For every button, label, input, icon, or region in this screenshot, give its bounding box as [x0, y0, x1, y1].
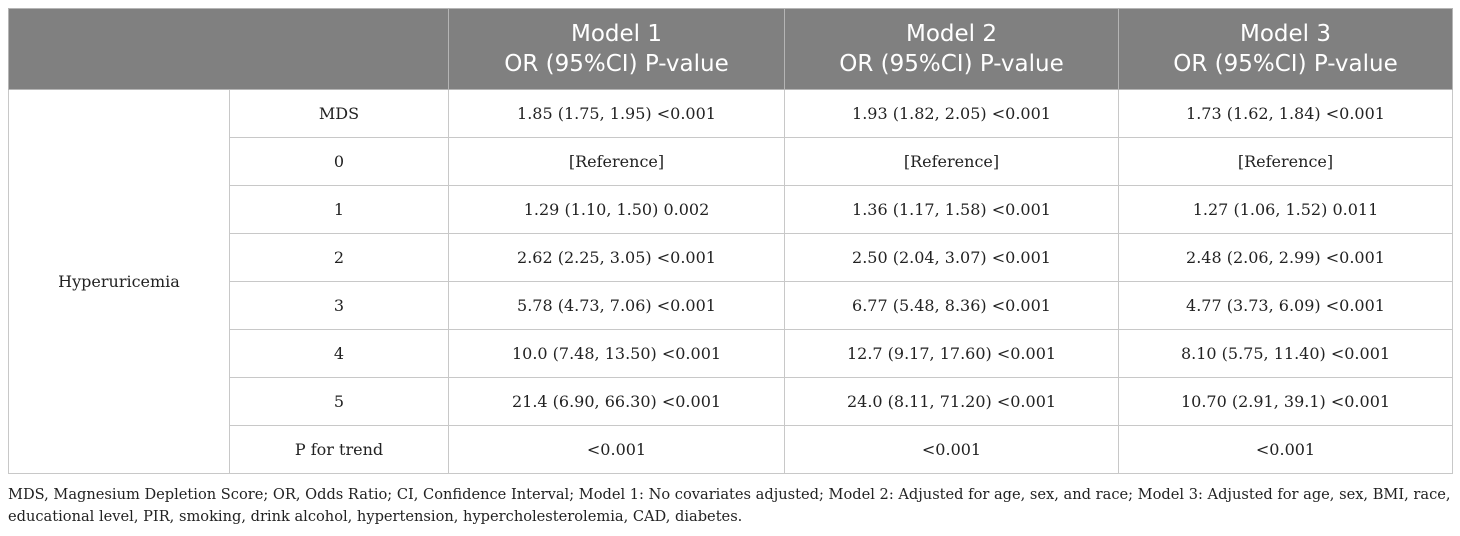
cell-model-2: 6.77 (5.48, 8.36) <0.001: [784, 281, 1119, 330]
cell-model-3: 2.48 (2.06, 2.99) <0.001: [1118, 233, 1453, 282]
cell-model-2: 1.93 (1.82, 2.05) <0.001: [784, 89, 1119, 138]
cell-model-3: [Reference]: [1118, 137, 1453, 186]
cell-model-1: 21.4 (6.90, 66.30) <0.001: [448, 377, 785, 426]
table-header: Model 1 OR (95%CI) P-value Model 2 OR (9…: [8, 8, 1453, 90]
cell-model-2: 24.0 (8.11, 71.20) <0.001: [784, 377, 1119, 426]
table-row: P for trend <0.001 <0.001 <0.001: [9, 425, 1453, 474]
cell-model-3: 8.10 (5.75, 11.40) <0.001: [1118, 329, 1453, 378]
cell-model-1: 1.29 (1.10, 1.50) 0.002: [448, 185, 785, 234]
table-row: 5 21.4 (6.90, 66.30) <0.001 24.0 (8.11, …: [9, 377, 1453, 426]
row-label: 3: [229, 281, 449, 330]
row-label: 4: [229, 329, 449, 378]
header-model-3-title: Model 3: [1239, 21, 1331, 47]
group-label-hyperuricemia: Hyperuricemia: [8, 89, 230, 474]
table-row: 2 2.62 (2.25, 3.05) <0.001 2.50 (2.04, 3…: [9, 233, 1453, 282]
cell-model-1: 2.62 (2.25, 3.05) <0.001: [448, 233, 785, 282]
header-model-1: Model 1 OR (95%CI) P-value: [448, 8, 785, 90]
row-label: 0: [229, 137, 449, 186]
header-model-3: Model 3 OR (95%CI) P-value: [1118, 8, 1453, 90]
results-table: Model 1 OR (95%CI) P-value Model 2 OR (9…: [8, 8, 1453, 474]
header-model-1-title: Model 1: [570, 21, 662, 47]
cell-model-3: 1.73 (1.62, 1.84) <0.001: [1118, 89, 1453, 138]
cell-model-3: 1.27 (1.06, 1.52) 0.011: [1118, 185, 1453, 234]
cell-model-3: 10.70 (2.91, 39.1) <0.001: [1118, 377, 1453, 426]
cell-model-2: <0.001: [784, 425, 1119, 474]
cell-model-3: <0.001: [1118, 425, 1453, 474]
table-row: 3 5.78 (4.73, 7.06) <0.001 6.77 (5.48, 8…: [9, 281, 1453, 330]
header-model-2-subtitle: OR (95%CI) P-value: [839, 51, 1064, 77]
row-label: 5: [229, 377, 449, 426]
cell-model-1: <0.001: [448, 425, 785, 474]
row-label: 2: [229, 233, 449, 282]
cell-model-2: 12.7 (9.17, 17.60) <0.001: [784, 329, 1119, 378]
cell-model-2: 2.50 (2.04, 3.07) <0.001: [784, 233, 1119, 282]
header-model-2: Model 2 OR (95%CI) P-value: [784, 8, 1119, 90]
cell-model-2: 1.36 (1.17, 1.58) <0.001: [784, 185, 1119, 234]
header-model-3-subtitle: OR (95%CI) P-value: [1173, 51, 1398, 77]
header-row: Model 1 OR (95%CI) P-value Model 2 OR (9…: [8, 8, 1453, 90]
cell-model-1: 1.85 (1.75, 1.95) <0.001: [448, 89, 785, 138]
table-row: Hyperuricemia MDS 1.85 (1.75, 1.95) <0.0…: [8, 89, 1453, 474]
table-footnote: MDS, Magnesium Depletion Score; OR, Odds…: [8, 486, 1451, 525]
cell-model-1: 5.78 (4.73, 7.06) <0.001: [448, 281, 785, 330]
row-label: MDS: [229, 89, 449, 138]
row-label: 1: [229, 185, 449, 234]
table-row: 4 10.0 (7.48, 13.50) <0.001 12.7 (9.17, …: [9, 329, 1453, 378]
header-model-1-subtitle: OR (95%CI) P-value: [504, 51, 729, 77]
table-row: 1 1.29 (1.10, 1.50) 0.002 1.36 (1.17, 1.…: [9, 185, 1453, 234]
cell-model-2: [Reference]: [784, 137, 1119, 186]
table-body: Hyperuricemia MDS 1.85 (1.75, 1.95) <0.0…: [8, 89, 1453, 474]
cell-model-1: 10.0 (7.48, 13.50) <0.001: [448, 329, 785, 378]
header-model-2-title: Model 2: [905, 21, 997, 47]
cell-model-3: 4.77 (3.73, 6.09) <0.001: [1118, 281, 1453, 330]
row-label: P for trend: [229, 425, 449, 474]
cell-model-1: [Reference]: [448, 137, 785, 186]
results-table-container: Model 1 OR (95%CI) P-value Model 2 OR (9…: [8, 8, 1453, 474]
header-empty-cell: [8, 8, 449, 90]
